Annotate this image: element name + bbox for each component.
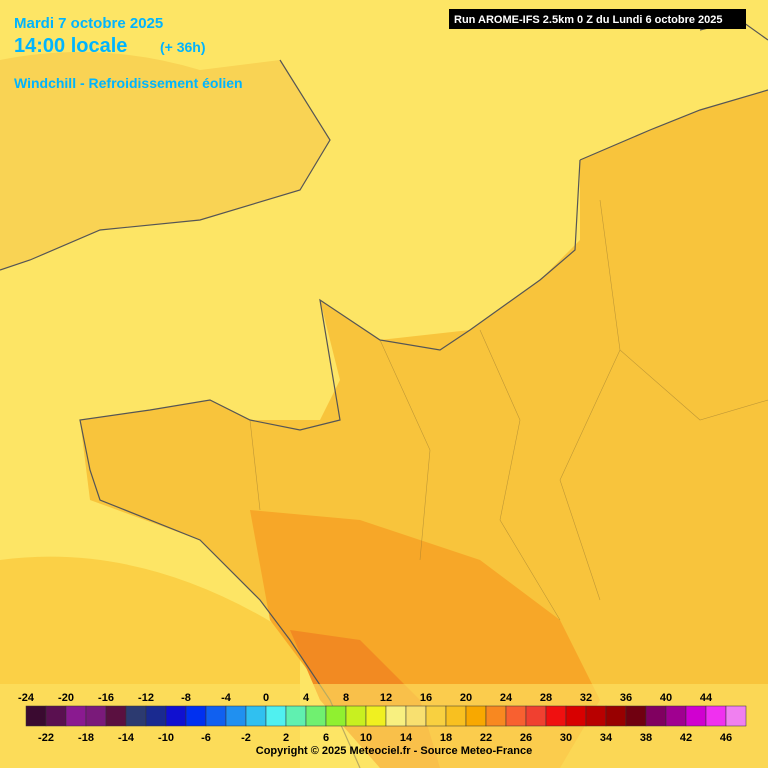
legend-label: -20 [58, 692, 74, 704]
legend-swatch [645, 705, 667, 727]
time: 14:00 locale [14, 35, 127, 57]
legend-label: 40 [660, 692, 672, 704]
legend-label: 44 [700, 692, 713, 704]
legend-label: -14 [118, 732, 135, 744]
legend-label: 0 [263, 692, 269, 704]
legend-label: 34 [600, 732, 613, 744]
copyright: Copyright © 2025 Meteociel.fr - Source M… [256, 745, 532, 757]
legend-label: 18 [440, 732, 452, 744]
run: Run AROME-IFS 2.5km 0 Z du Lundi 6 octob… [454, 14, 723, 26]
legend-swatch [605, 705, 627, 727]
land [80, 90, 768, 768]
legend-swatch [425, 705, 447, 727]
legend-swatch [325, 705, 347, 727]
legend-label: 30 [560, 732, 572, 744]
legend: -24-22-20-18-16-14-12-10-8-6-4-202468101… [18, 692, 747, 744]
legend-label: 16 [420, 692, 432, 704]
legend-swatch [565, 705, 587, 727]
legend-label: -4 [221, 692, 232, 704]
legend-swatch [265, 705, 287, 727]
legend-swatch [705, 705, 727, 727]
legend-swatch [185, 705, 207, 727]
legend-swatch [225, 705, 247, 727]
legend-label: 14 [400, 732, 413, 744]
legend-label: 4 [303, 692, 310, 704]
legend-swatch [465, 705, 487, 727]
legend-label: 42 [680, 732, 692, 744]
legend-swatch [585, 705, 607, 727]
legend-swatch [345, 705, 367, 727]
legend-swatch [445, 705, 467, 727]
legend-swatch [365, 705, 387, 727]
legend-label: 12 [380, 692, 392, 704]
legend-label: 38 [640, 732, 652, 744]
legend-swatch [25, 705, 47, 727]
legend-swatch [725, 705, 747, 727]
legend-label: 6 [323, 732, 329, 744]
legend-swatch [245, 705, 267, 727]
legend-swatch [485, 705, 507, 727]
legend-label: -8 [181, 692, 191, 704]
legend-swatch [385, 705, 407, 727]
legend-swatch [405, 705, 427, 727]
legend-label: -18 [78, 732, 94, 744]
legend-swatch [685, 705, 707, 727]
england [0, 52, 330, 270]
legend-label: 8 [343, 692, 349, 704]
legend-swatch [305, 705, 327, 727]
legend-label: 46 [720, 732, 732, 744]
legend-swatch [505, 705, 527, 727]
legend-swatch [665, 705, 687, 727]
legend-label: 28 [540, 692, 552, 704]
legend-label: -2 [241, 732, 251, 744]
legend-swatch [285, 705, 307, 727]
legend-swatch [165, 705, 187, 727]
legend-swatch [65, 705, 87, 727]
legend-swatch [85, 705, 107, 727]
date: Mardi 7 octobre 2025 [14, 15, 163, 32]
legend-label: -22 [38, 732, 54, 744]
legend-swatch [625, 705, 647, 727]
legend-label: -12 [138, 692, 154, 704]
legend-label: 20 [460, 692, 472, 704]
legend-label: -24 [18, 692, 35, 704]
legend-label: -16 [98, 692, 114, 704]
legend-swatch [525, 705, 547, 727]
legend-swatch [125, 705, 147, 727]
legend-swatch [45, 705, 67, 727]
lead: (+ 36h) [160, 39, 206, 55]
legend-swatch [105, 705, 127, 727]
legend-label: 10 [360, 732, 372, 744]
legend-swatch [205, 705, 227, 727]
legend-label: -6 [201, 732, 211, 744]
legend-label: 24 [500, 692, 513, 704]
legend-label: 22 [480, 732, 492, 744]
legend-label: 36 [620, 692, 632, 704]
legend-label: 26 [520, 732, 532, 744]
regions [249, 199, 768, 621]
legend-label: 2 [283, 732, 289, 744]
legend-label: -10 [158, 732, 174, 744]
legend-label: 32 [580, 692, 592, 704]
run-box [449, 9, 746, 29]
legend-swatch [545, 705, 567, 727]
product: Windchill - Refroidissement éolien [14, 75, 243, 91]
legend-swatch [145, 705, 167, 727]
